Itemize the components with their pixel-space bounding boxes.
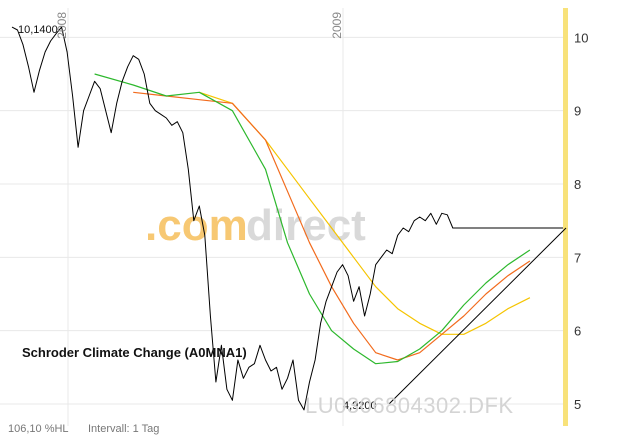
y-tick-label: 10 (574, 30, 588, 45)
trend-line (388, 227, 567, 405)
x-tick-label: 2009 (330, 12, 344, 39)
right-axis-band (563, 8, 568, 426)
y-tick-label: 7 (574, 250, 581, 265)
price-line (11, 26, 563, 411)
watermark: .com direct (145, 201, 366, 250)
x-tick-label: 2008 (55, 12, 69, 39)
y-tick-label: 6 (574, 324, 581, 339)
y-tick-label: 8 (574, 177, 581, 192)
y-axis-ticks: 10 9 8 7 6 5 (574, 30, 588, 412)
y-tick-label: 5 (574, 397, 581, 412)
low-annotation: 4,9200 (343, 400, 377, 412)
watermark-com: .com (145, 201, 248, 250)
grid (0, 8, 563, 426)
footer-interval: Intervall: 1 Tag (88, 423, 159, 435)
y-tick-label: 9 (574, 104, 581, 119)
watermark-direct: direct (246, 201, 366, 250)
x-axis-ticks: 2008 2009 (55, 12, 344, 39)
footer-change: 106,10 %HL (8, 423, 69, 435)
isin-label: LU0306804302.DFK (305, 393, 514, 418)
moving-averages (94, 73, 531, 365)
high-annotation: 10,1400 (18, 24, 58, 36)
ma-long-line (199, 91, 531, 335)
ma-short-line (94, 73, 531, 365)
price-series (11, 26, 563, 411)
chart-title: Schroder Climate Change (A0MNA1) (22, 345, 247, 360)
ma-mid-line (133, 91, 531, 361)
